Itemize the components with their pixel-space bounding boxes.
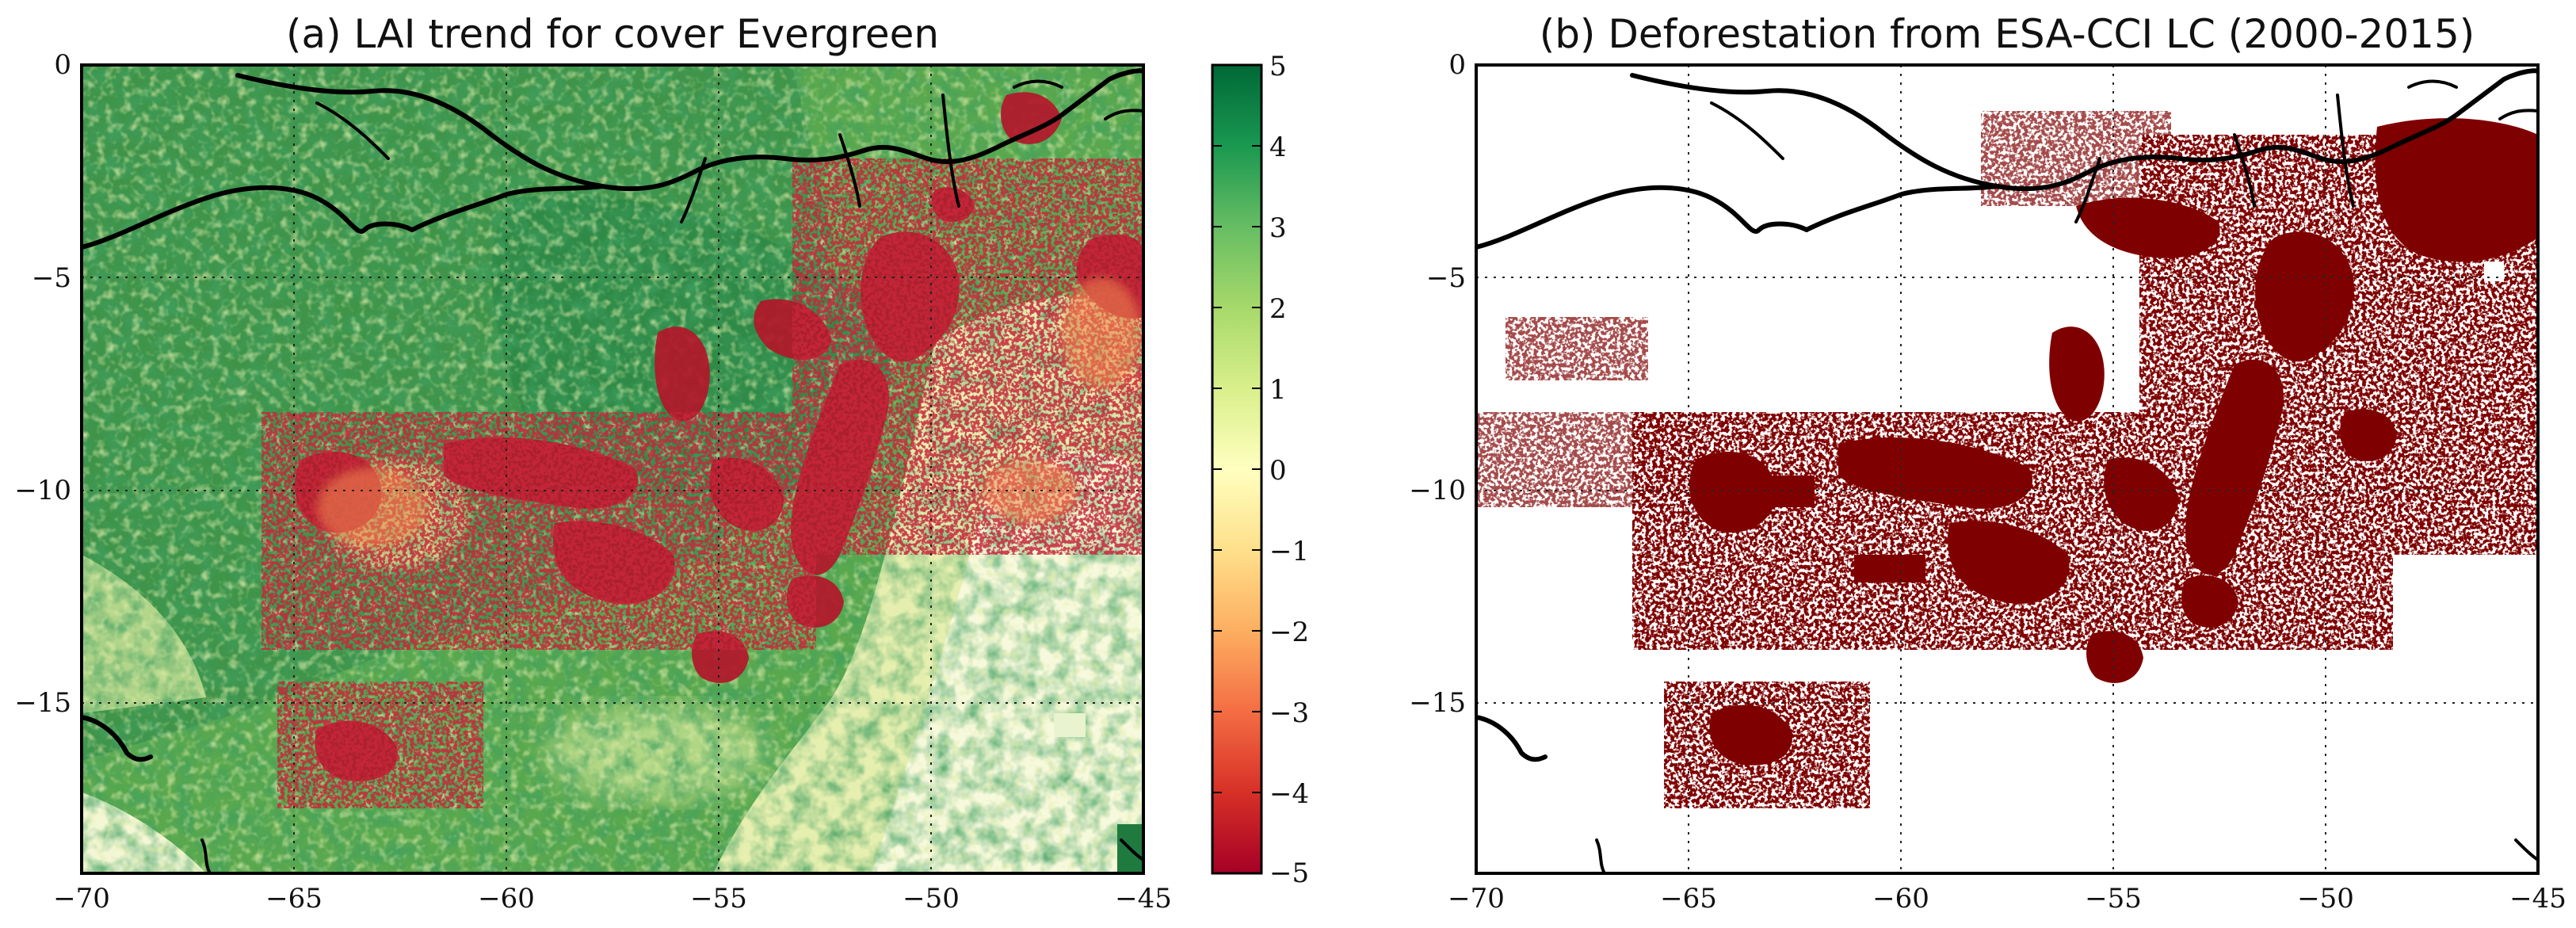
x-tick-label: −70 — [53, 883, 110, 915]
colorbar-tick-label: 3 — [1269, 212, 1287, 244]
colorbar-tick-label: −4 — [1269, 778, 1309, 810]
panel-b-title: (b) Deforestation from ESA-CCI LC (2000-… — [1540, 11, 2475, 57]
y-tick-label: −10 — [14, 475, 71, 506]
panel-b-gridlines — [1476, 65, 2538, 873]
panel-a-y-axis: 0 −5 −10 −15 — [14, 49, 71, 719]
panel-lai-trend: (a) LAI trend for cover Evergreen — [14, 11, 1309, 915]
y-tick-label: −15 — [1409, 687, 1466, 719]
x-tick-label: −65 — [1660, 883, 1717, 915]
colorbar: 5 4 3 2 1 0 −1 −2 −3 −4 −5 — [1211, 51, 1309, 889]
panel-b-x-axis: −70 −65 −60 −55 −50 −45 — [1448, 883, 2566, 915]
colorbar-tick-label: −2 — [1269, 617, 1309, 648]
y-tick-label: −15 — [14, 687, 71, 719]
panel-a-coastlines — [82, 68, 1143, 873]
colorbar-tick-label: 1 — [1269, 374, 1287, 406]
x-tick-label: −55 — [690, 883, 747, 915]
colorbar-tick-label: −5 — [1269, 857, 1309, 889]
x-tick-label: −65 — [265, 883, 322, 915]
x-tick-label: −70 — [1448, 883, 1505, 915]
lai-trend-map — [82, 65, 1143, 873]
panel-a-title: (a) LAI trend for cover Evergreen — [286, 11, 939, 57]
x-tick-label: −60 — [478, 883, 535, 915]
panel-b-y-axis: 0 −5 −10 −15 — [1409, 49, 1466, 719]
panel-b-coastlines — [1476, 68, 2538, 873]
colorbar-tick-label: −3 — [1269, 697, 1309, 729]
x-tick-label: −50 — [903, 883, 960, 915]
colorbar-tick-label: 0 — [1269, 455, 1287, 487]
colorbar-tick-label: 5 — [1269, 51, 1287, 82]
colorbar-tick-label: 2 — [1269, 293, 1287, 325]
colorbar-tick-label: 4 — [1269, 132, 1287, 163]
panel-b-frame — [1475, 63, 2540, 875]
panel-a-frame — [80, 63, 1145, 875]
y-tick-label: −10 — [1409, 475, 1466, 506]
x-tick-label: −60 — [1872, 883, 1929, 915]
x-tick-label: −50 — [2297, 883, 2354, 915]
panel-a-gridlines — [82, 65, 1143, 873]
deforestation-map — [1476, 65, 2538, 873]
y-tick-label: −5 — [32, 262, 71, 294]
x-tick-label: −45 — [2509, 883, 2566, 915]
y-tick-label: 0 — [54, 49, 71, 81]
x-tick-label: −55 — [2085, 883, 2142, 915]
panel-a-x-axis: −70 −65 −60 −55 −50 −45 — [53, 883, 1172, 915]
colorbar-tick-label: −1 — [1269, 536, 1309, 567]
x-tick-label: −45 — [1115, 883, 1172, 915]
y-tick-label: −5 — [1426, 262, 1466, 294]
panel-deforestation: (b) Deforestation from ESA-CCI LC (2000-… — [1409, 11, 2566, 915]
y-tick-label: 0 — [1448, 49, 1466, 81]
